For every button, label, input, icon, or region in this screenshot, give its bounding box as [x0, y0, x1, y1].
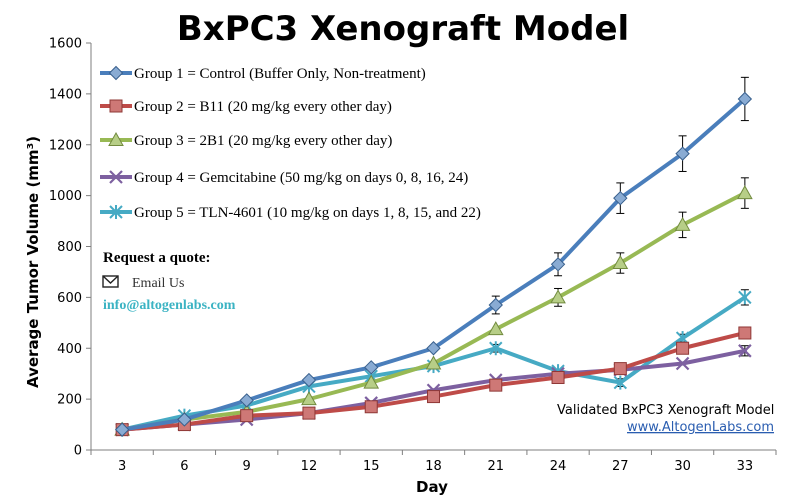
email-address-link[interactable]: info@altogenlabs.com — [103, 298, 236, 313]
x-tick-label: 30 — [674, 459, 691, 474]
data-point — [489, 378, 503, 392]
data-point — [177, 412, 192, 427]
legend-marker — [109, 205, 123, 219]
data-point — [427, 390, 440, 404]
data-point — [612, 255, 629, 270]
data-point — [239, 393, 254, 408]
legend-label: Group 3 = 2B1 (20 mg/kg every other day) — [134, 133, 392, 149]
legend-label: Group 5 = TLN-4601 (10 mg/kg on days 1, … — [134, 205, 481, 221]
data-point — [738, 344, 752, 358]
data-point — [301, 372, 317, 388]
data-point — [674, 216, 691, 231]
data-point — [676, 341, 690, 355]
y-tick-label: 400 — [57, 342, 82, 357]
legend-item-2: Group 2 = B11 (20 mg/kg every other day) — [100, 99, 392, 115]
y-tick-label: 1400 — [49, 87, 82, 102]
x-tick-label: 33 — [737, 459, 754, 474]
data-point — [301, 391, 317, 406]
legend: Group 1 = Control (Buffer Only, Non-trea… — [100, 65, 481, 221]
data-point — [364, 400, 378, 414]
x-tick-label: 21 — [487, 459, 504, 474]
legend-item-5: Group 5 = TLN-4601 (10 mg/kg on days 1, … — [100, 205, 481, 221]
y-tick-label: 0 — [74, 444, 82, 459]
data-point — [551, 371, 565, 385]
data-point — [114, 422, 130, 437]
data-point — [738, 326, 752, 340]
data-point — [363, 374, 380, 389]
data-point — [613, 362, 627, 376]
x-axis-ticks: 3 6 9 12 15 18 21 24 27 30 33 — [90, 450, 777, 474]
data-point — [240, 409, 254, 423]
chart-title: BxPC3 Xenograft Model — [177, 9, 629, 49]
data-point — [550, 257, 566, 272]
legend-marker — [109, 99, 123, 113]
legend-label: Group 1 = Control (Buffer Only, Non-trea… — [134, 66, 426, 82]
data-point — [487, 321, 504, 336]
y-tick-label: 800 — [57, 240, 82, 255]
y-tick-label: 600 — [57, 291, 82, 306]
legend-item-1: Group 1 = Control (Buffer Only, Non-trea… — [100, 65, 426, 82]
legend-marker — [108, 65, 124, 81]
data-point — [550, 289, 566, 304]
legend-item-4: Group 4 = Gemcitabine (50 mg/kg on days … — [100, 170, 468, 186]
y-tick-label: 200 — [57, 393, 82, 408]
data-point — [738, 290, 752, 305]
x-tick-label: 24 — [550, 459, 567, 474]
request-quote-title: Request a quote: — [103, 250, 211, 266]
y-tick-label: 1600 — [49, 37, 82, 52]
x-tick-label: 15 — [363, 459, 380, 474]
data-point — [613, 190, 628, 206]
data-point — [675, 356, 690, 371]
data-point — [613, 375, 628, 390]
y-axis-ticks: 0 200 400 600 800 1000 1200 1400 1600 — [49, 37, 91, 459]
series-group-3 — [114, 177, 753, 436]
legend-marker — [108, 131, 124, 146]
data-point — [675, 146, 690, 161]
x-tick-label: 6 — [180, 459, 188, 474]
x-tick-label: 9 — [243, 459, 251, 474]
data-point — [426, 341, 441, 356]
y-tick-label: 1200 — [49, 138, 82, 153]
x-axis-label: Day — [416, 478, 448, 496]
data-point — [425, 355, 442, 370]
series-group-1 — [114, 76, 753, 437]
x-tick-label: 12 — [301, 459, 318, 474]
x-tick-label: 3 — [118, 459, 126, 474]
validated-model-note: Validated BxPC3 Xenograft Model — [557, 403, 774, 418]
data-point — [302, 406, 316, 420]
x-tick-label: 18 — [425, 459, 442, 474]
legend-marker — [109, 170, 123, 184]
data-point — [488, 297, 503, 313]
data-point — [364, 360, 379, 375]
y-tick-label: 1000 — [49, 189, 82, 204]
y-axis-label: Average Tumor Volume (mm³) — [24, 136, 42, 388]
legend-label: Group 4 = Gemcitabine (50 mg/kg on days … — [134, 170, 468, 186]
email-us-link[interactable]: Email Us — [132, 276, 185, 291]
data-series — [114, 76, 753, 437]
legend-label: Group 2 = B11 (20 mg/kg every other day) — [134, 99, 392, 115]
data-point — [737, 185, 753, 200]
website-link[interactable]: www.AltogenLabs.com — [627, 420, 774, 435]
envelope-icon[interactable] — [102, 275, 119, 288]
legend-item-3: Group 3 = 2B1 (20 mg/kg every other day) — [100, 131, 392, 149]
x-tick-label: 27 — [612, 459, 629, 474]
data-point — [737, 91, 753, 107]
data-point — [489, 341, 503, 356]
